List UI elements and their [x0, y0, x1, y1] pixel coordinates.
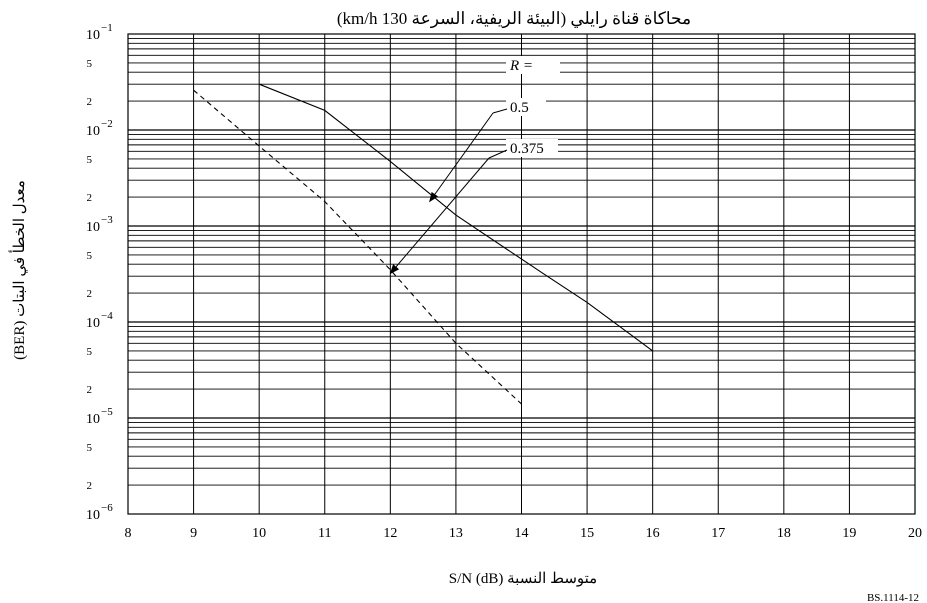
y-minor-tick-label: 2 — [87, 96, 93, 108]
chart-title: محاكاة قناة رايلي (البيئة الريفية، السرع… — [337, 9, 691, 29]
y-minor-tick-label: 2 — [87, 384, 93, 396]
series-line-0-375 — [193, 89, 522, 405]
y-minor-tick-label: 2 — [87, 480, 93, 492]
y-tick-exponent: −3 — [101, 214, 113, 226]
legend-label-bg — [506, 98, 546, 116]
x-axis-label: متوسط النسبة S/N (dB) — [449, 571, 597, 587]
y-tick-exponent: −2 — [101, 118, 113, 130]
y-tick-label: 10 — [86, 28, 100, 43]
legend-entry-0-375: 0.375 — [510, 141, 544, 157]
x-tick-label: 9 — [190, 526, 197, 541]
x-tick-label: 17 — [711, 526, 725, 541]
x-tick-label: 11 — [318, 526, 331, 541]
y-minor-tick-label: 2 — [87, 288, 93, 300]
x-tick-label: 10 — [252, 526, 266, 541]
x-tick-labels: 8 9 10 11 12 13 14 15 16 17 18 19 20 — [125, 526, 923, 541]
y-tick-label: 10 — [86, 412, 100, 427]
y-tick-label: 10 — [86, 124, 100, 139]
y-minor-tick-label: 5 — [87, 154, 93, 166]
leader-arrow-0-375 — [389, 157, 490, 275]
y-minor-tick-label: 5 — [87, 346, 93, 358]
y-tick-exponent: −1 — [101, 22, 113, 34]
x-tick-label: 20 — [908, 526, 922, 541]
x-tick-label: 19 — [842, 526, 856, 541]
y-axis-label: معدل الخطأ في البتات (BER) — [9, 180, 28, 360]
y-tick-label: 10 — [86, 316, 100, 331]
legend-entry-0-5: 0.5 — [510, 100, 529, 116]
series-line-0-5 — [258, 83, 653, 352]
leader-arrow-0-5 — [429, 112, 494, 203]
x-tick-label: 16 — [646, 526, 660, 541]
x-tick-label: 15 — [580, 526, 594, 541]
x-tick-label: 18 — [777, 526, 791, 541]
y-tick-exponent: −4 — [101, 310, 113, 322]
legend-header: R = — [509, 58, 533, 74]
y-tick-label: 10 — [86, 508, 100, 523]
legend: R = 0.5 0.375 — [389, 56, 560, 275]
legend-label-bg — [506, 139, 558, 157]
y-minor-tick-label: 5 — [87, 442, 93, 454]
y-minor-tick-label: 5 — [87, 250, 93, 262]
y-minor-tick-label: 5 — [87, 58, 93, 70]
y-tick-label: 10 — [86, 220, 100, 235]
y-tick-exponent: −5 — [101, 406, 113, 418]
data-series — [193, 83, 653, 405]
x-tick-label: 8 — [125, 526, 132, 541]
x-tick-label: 13 — [449, 526, 463, 541]
y-tick-exponent: −6 — [101, 502, 113, 514]
legend-label-bg — [506, 56, 560, 74]
leader-line — [488, 149, 508, 159]
y-minor-tick-label: 2 — [87, 192, 93, 204]
plot-grid — [127, 33, 916, 515]
x-tick-label: 14 — [515, 526, 529, 541]
x-tick-label: 12 — [383, 526, 397, 541]
leader-line — [492, 108, 508, 114]
figure-reference: BS.1114-12 — [867, 592, 919, 603]
